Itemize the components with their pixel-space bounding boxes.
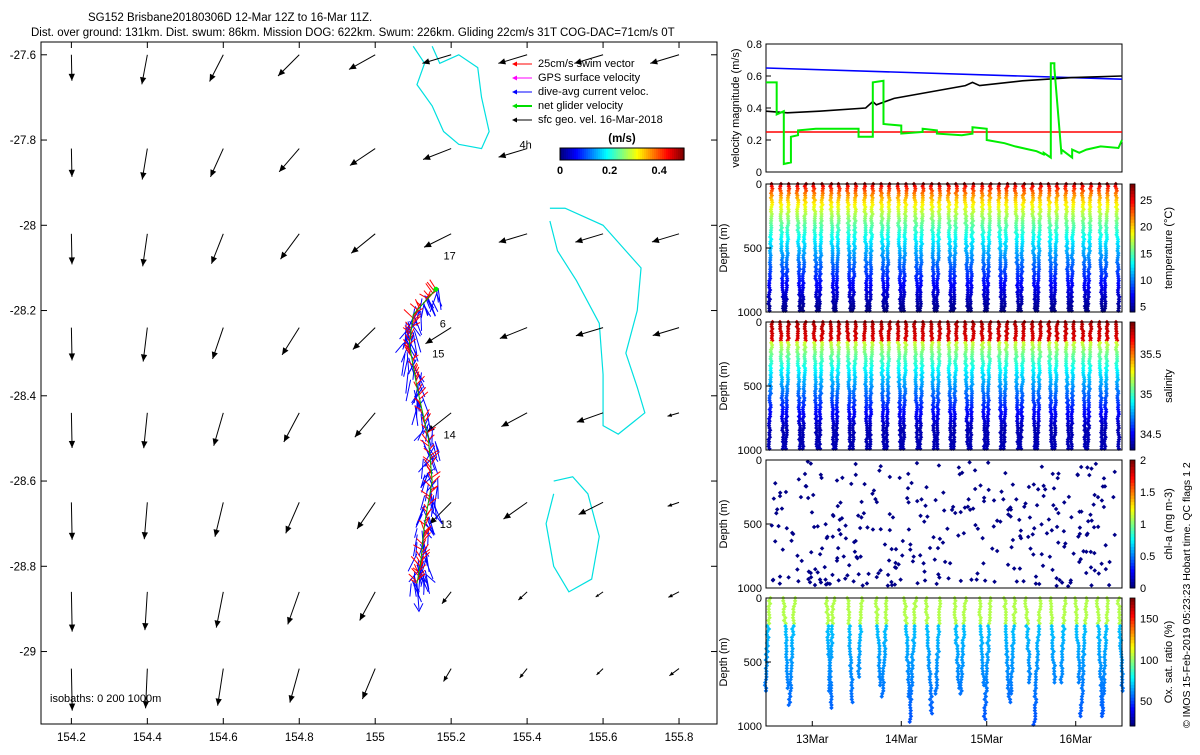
colorbar-swatch <box>1130 245 1135 249</box>
colorbar-swatch <box>1130 274 1135 278</box>
colorbar-swatch <box>1130 283 1135 287</box>
map-xtick-label: 155 <box>366 732 385 744</box>
colorbar-swatch <box>1130 190 1135 194</box>
map-xtick-label: 154.2 <box>57 732 86 744</box>
colorbar-swatch <box>1130 290 1135 294</box>
colorbar-swatch <box>1130 210 1135 214</box>
map-ytick-label: -29 <box>19 647 36 659</box>
depth-colorbar-tick-label: 10 <box>1140 275 1152 287</box>
colorbar-swatch <box>1130 219 1135 223</box>
velocity-ylabel: velocity magnitude (m/s) <box>730 48 742 167</box>
depth-ytick-label: 500 <box>744 243 762 255</box>
colorbar-swatch <box>1130 251 1135 255</box>
colorbar-swatch <box>1130 267 1135 271</box>
map-ytick-label: -28.2 <box>10 306 36 318</box>
map-annotation-label: 4h <box>520 140 532 152</box>
colorbar-title: (m/s) <box>608 133 636 145</box>
velocity-ytick-label: 0.2 <box>747 135 762 147</box>
map-annotation-label: 17 <box>444 250 456 262</box>
colorbar-swatch <box>1130 226 1135 230</box>
map-xtick-label: 154.8 <box>285 732 314 744</box>
colorbar-swatch <box>1130 213 1135 217</box>
colorbar-tick-label: 0.4 <box>652 165 668 177</box>
map-xtick-label: 154.6 <box>209 732 238 744</box>
colorbar-tick-label: 0.2 <box>602 165 617 177</box>
colorbar-swatch <box>1130 296 1135 300</box>
colorbar-swatch <box>1130 203 1135 207</box>
velocity-ytick-label: 0.4 <box>747 103 762 115</box>
map-xtick-label: 155.4 <box>513 732 542 744</box>
legend-label: GPS surface velocity <box>538 72 641 84</box>
map-ytick-label: -27.8 <box>10 135 36 147</box>
map-xtick-label: 154.4 <box>133 732 162 744</box>
map-annotation-label: 13 <box>440 519 452 531</box>
legend-label: dive-avg current veloc. <box>538 86 649 98</box>
depth-ytick-label: 0 <box>756 179 762 191</box>
map-ytick-label: -27.6 <box>10 50 36 62</box>
colorbar-swatch <box>1130 232 1135 236</box>
map-annotation-label: 15 <box>432 348 444 360</box>
colorbar-swatch <box>1130 184 1135 188</box>
colorbar-swatch <box>1130 299 1135 303</box>
colorbar-swatch <box>1130 200 1135 204</box>
colorbar-swatch <box>1130 254 1135 258</box>
map-xtick-label: 155.2 <box>437 732 466 744</box>
colorbar-swatch <box>1130 235 1135 239</box>
legend-label: net glider velocity <box>538 100 623 112</box>
map-annotation-label: 14 <box>444 429 456 441</box>
depth-colorbar: 5 10 15 20 25 temperature (°C) <box>1130 184 1175 314</box>
map-ytick-label: -28.6 <box>10 476 36 488</box>
colorbar-swatch <box>1130 248 1135 252</box>
colorbar-swatch <box>1130 264 1135 268</box>
depth-colorbar-tick-label: 20 <box>1140 222 1152 234</box>
colorbar-swatch <box>1130 229 1135 233</box>
colorbar-swatch <box>1130 216 1135 220</box>
colorbar-swatch <box>1130 206 1135 210</box>
colorbar-swatch <box>1130 197 1135 201</box>
map-title-line-2: Dist. over ground: 131km. Dist. swum: 86… <box>31 27 675 39</box>
map-title-line-1: SG152 Brisbane20180306D 12-Mar 12Z to 16… <box>88 12 372 24</box>
map-annotation-label: 6 <box>440 319 446 331</box>
depth-colorbar-tick-label: 25 <box>1140 195 1152 207</box>
colorbar-swatch <box>1130 238 1135 242</box>
net-glider-velocity-marker <box>433 287 438 292</box>
isobaths-note: isobaths: 0 200 1000m <box>50 693 161 705</box>
colorbar-swatch <box>1130 286 1135 290</box>
colorbar-swatch <box>1130 194 1135 198</box>
map-panel: 154.2 154.4 154.6 154.8 155 155.2 155.4 155.6 15… <box>10 42 717 744</box>
colorbar-swatch <box>1130 270 1135 274</box>
colorbar-swatch <box>1130 280 1135 284</box>
map-ytick-label: -28.8 <box>10 561 36 573</box>
map-ytick-label: -28.4 <box>10 391 37 403</box>
colorbar-swatch <box>1130 293 1135 297</box>
velocity-panel: 0 0.2 0.4 0.6 0.8 velocity magnitude (m/s) <box>730 39 1122 179</box>
map-xtick-label: 155.8 <box>665 732 694 744</box>
colorbar-swatch <box>1130 302 1135 306</box>
colorbar-swatch <box>1130 242 1135 246</box>
velocity-ytick-label: 0.8 <box>747 39 762 51</box>
colorbar-swatch <box>1130 261 1135 265</box>
colorbar-swatch <box>1130 277 1135 281</box>
legend-label: 25cm/s swim vector <box>538 58 635 70</box>
colorbar-swatch <box>1130 187 1135 191</box>
velocity-axes-frame <box>766 44 1122 172</box>
depth-colorbar-tick-label: 5 <box>1140 302 1146 314</box>
map-xtick-label: 155.6 <box>589 732 618 744</box>
velocity-ytick-label: 0 <box>756 167 762 179</box>
colorbar-tick-label: 0 <box>557 165 563 177</box>
depth-ylabel: Depth (m) <box>718 224 730 273</box>
colorbar-swatch <box>1130 258 1135 262</box>
colorbar-swatch <box>1130 222 1135 226</box>
colorbar-swatch <box>1130 306 1135 310</box>
velocity-ytick-label: 0.6 <box>747 71 762 83</box>
depth-colorbar-label: temperature (°C) <box>1163 207 1175 289</box>
map-ytick-label: -28 <box>19 220 36 232</box>
legend-label: sfc geo. vel. 16-Mar-2018 <box>538 114 663 126</box>
depth-colorbar-tick-label: 15 <box>1140 248 1152 260</box>
